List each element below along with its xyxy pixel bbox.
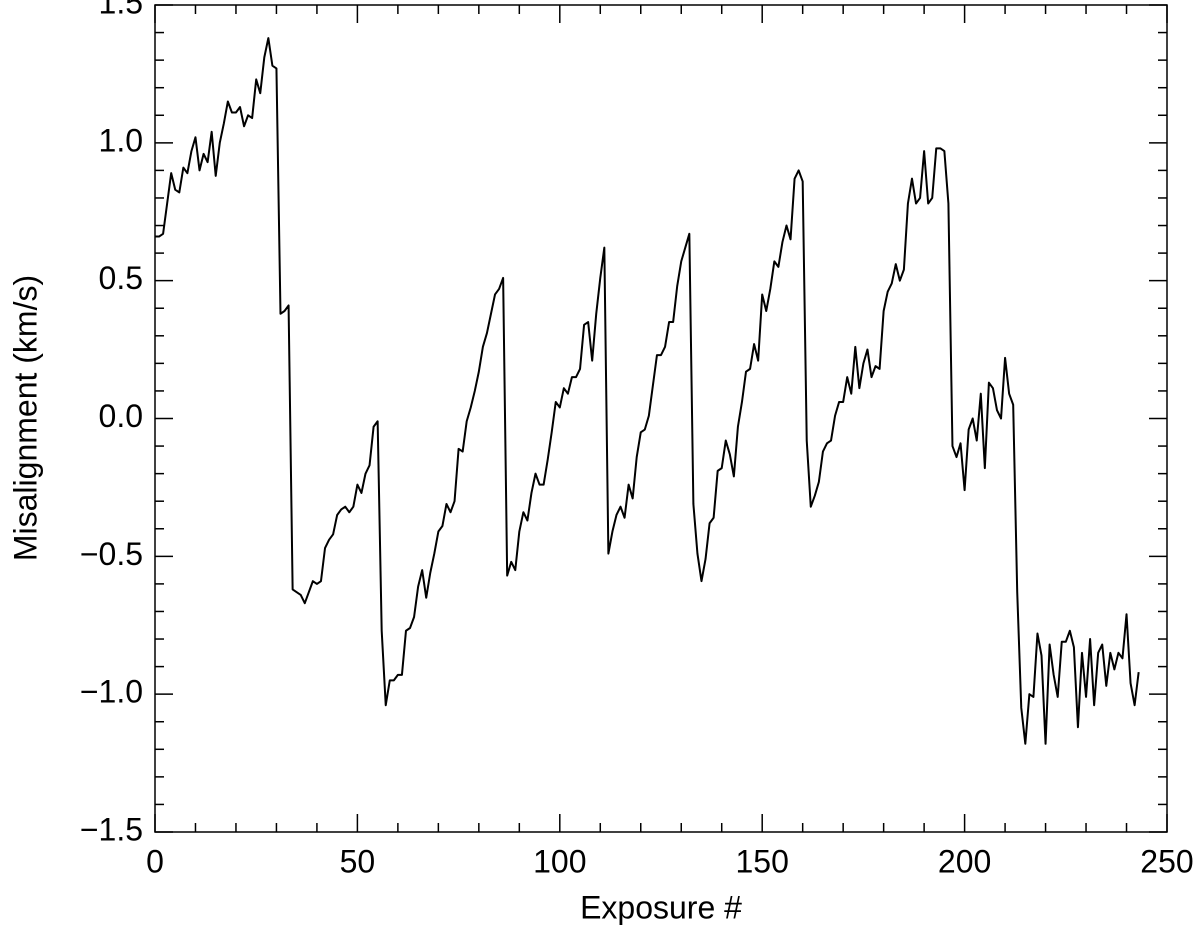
- x-tick-label: 150: [736, 843, 789, 879]
- x-tick-label: 0: [146, 843, 164, 879]
- x-tick-label: 250: [1140, 843, 1193, 879]
- y-tick-label: −1.5: [80, 811, 143, 847]
- x-tick-label: 200: [938, 843, 991, 879]
- y-tick-label: 1.0: [99, 122, 143, 158]
- data-line: [155, 37, 1140, 745]
- x-tick-label: 50: [340, 843, 376, 879]
- y-tick-label: 1.5: [99, 0, 143, 20]
- y-tick-label: −1.0: [80, 674, 143, 710]
- y-axis-title: Misalignment (km/s): [7, 275, 43, 561]
- y-tick-label: 0.5: [99, 260, 143, 296]
- x-tick-label: 100: [533, 843, 586, 879]
- y-tick-label: 0.0: [99, 398, 143, 434]
- plot-frame: [154, 4, 1168, 833]
- y-tick-label: −0.5: [80, 536, 143, 572]
- x-axis-title: Exposure #: [580, 889, 742, 925]
